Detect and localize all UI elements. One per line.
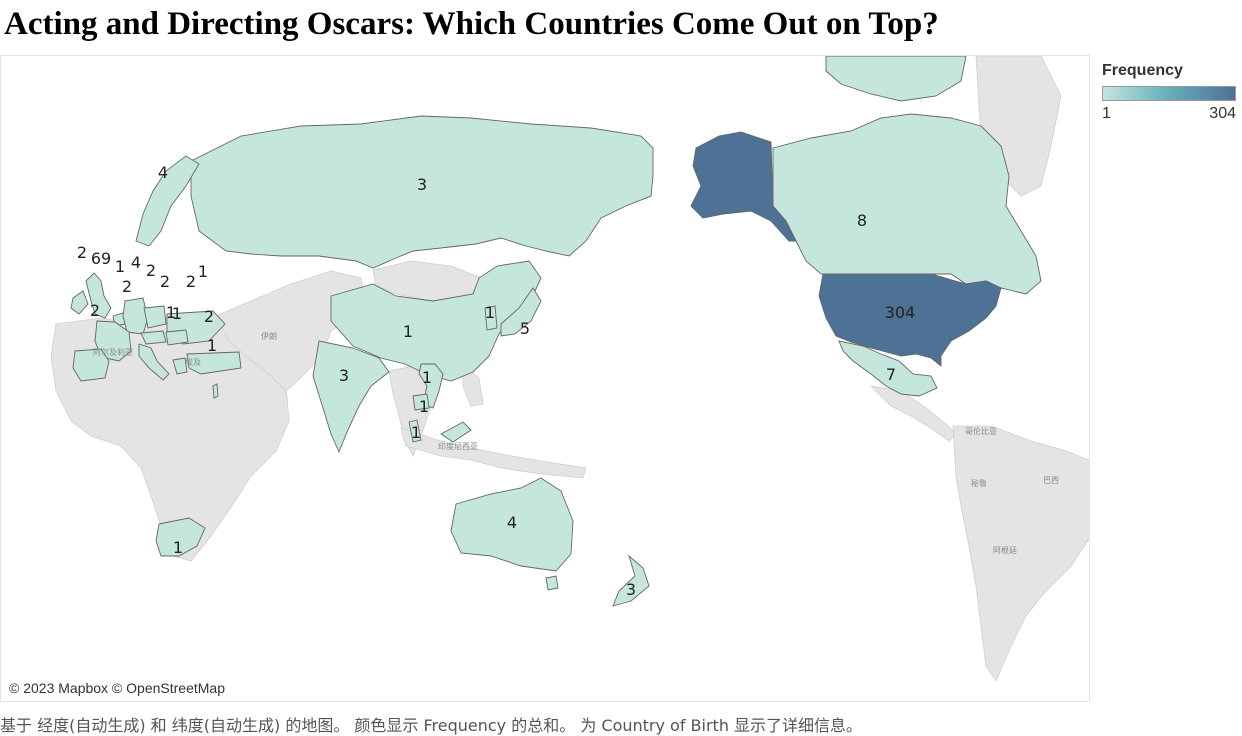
basemap-label-egypt: 埃及: [185, 357, 201, 367]
country-united-states[interactable]: [818, 273, 1002, 367]
basemap-label-indonesia: 印度尼西亚: [438, 441, 478, 451]
value-label-united-kingdom: 69: [91, 249, 111, 268]
country-cambodia[interactable]: [412, 393, 430, 411]
basemap-label-argentina: 阿根廷: [993, 545, 1017, 555]
value-label-hungary: 2: [186, 272, 196, 291]
country-germany[interactable]: [122, 297, 149, 335]
value-label-russia: 3: [417, 175, 427, 194]
map-attribution[interactable]: © 2023 Mapbox © OpenStreetMap: [5, 679, 229, 697]
value-label-ukraine: 1: [198, 262, 208, 281]
country-india[interactable]: [312, 340, 390, 454]
value-label-austria: 2: [160, 272, 170, 291]
basemap-label-colombia: 哥伦比亚: [965, 426, 997, 436]
value-label-south-korea: 1: [485, 303, 495, 322]
country-spain[interactable]: [72, 348, 110, 382]
value-label-australia: 4: [507, 513, 517, 532]
country-united-states-alaska[interactable]: [690, 131, 797, 242]
country-south-africa[interactable]: [155, 517, 206, 557]
country-france[interactable]: [94, 320, 132, 362]
country-austria[interactable]: [140, 330, 167, 345]
value-label-mexico: 7: [886, 365, 896, 384]
value-label-israel: 1: [207, 336, 217, 355]
country-greece[interactable]: [172, 357, 188, 375]
value-label-ireland: 2: [77, 243, 87, 262]
country-south-korea[interactable]: [484, 305, 498, 331]
country-poland[interactable]: [143, 305, 167, 329]
basemap-label-iran: 伊朗: [261, 331, 277, 341]
basemap-land: [50, 56, 1089, 682]
country-norway[interactable]: [135, 155, 200, 247]
value-label-france: 2: [122, 277, 132, 296]
map-canvas[interactable]: 阿尔及利亚 埃及 伊朗 印度尼西亚 哥伦比亚 秘鲁 巴西 阿根廷 3 4 69 …: [1, 56, 1090, 702]
value-label-cambodia: 1: [419, 397, 429, 416]
value-label-turkey: 2: [204, 307, 214, 326]
value-label-south-africa: 1: [173, 538, 183, 557]
basemap-label-peru: 秘鲁: [971, 478, 987, 488]
country-japan[interactable]: [500, 287, 542, 337]
country-mexico[interactable]: [838, 340, 938, 397]
map-caption: 基于 经度(自动生成) 和 纬度(自动生成) 的地图。 颜色显示 Frequen…: [0, 716, 863, 735]
legend-range: 1 304: [1102, 105, 1236, 123]
legend-max-label: 304: [1209, 105, 1236, 122]
country-russia[interactable]: [190, 115, 654, 269]
country-turkey[interactable]: [186, 351, 242, 375]
chart-title: Acting and Directing Oscars: Which Count…: [4, 6, 939, 42]
country-israel[interactable]: [212, 383, 219, 399]
country-italy[interactable]: [138, 343, 170, 381]
value-label-malaysia: 1: [411, 423, 421, 442]
map-view[interactable]: 阿尔及利亚 埃及 伊朗 印度尼西亚 哥伦比亚 秘鲁 巴西 阿根廷 3 4 69 …: [0, 55, 1090, 702]
value-label-vietnam: 1: [422, 368, 432, 387]
country-ireland[interactable]: [70, 290, 89, 315]
country-australia[interactable]: [450, 477, 574, 572]
value-label-italy: 1: [166, 303, 176, 322]
value-label-germany: 4: [131, 253, 141, 272]
country-new-zealand[interactable]: [612, 554, 650, 607]
country-malaysia[interactable]: [408, 419, 422, 443]
legend-min-label: 1: [1102, 105, 1111, 122]
country-tasmania[interactable]: [545, 575, 559, 591]
country-canada[interactable]: [772, 113, 1042, 295]
basemap-label-algeria: 阿尔及利亚: [93, 347, 133, 357]
value-label-canada: 8: [857, 211, 867, 230]
country-united-kingdom[interactable]: [85, 272, 112, 319]
country-hungary[interactable]: [165, 329, 189, 346]
basemap-label-brazil: 巴西: [1043, 476, 1059, 485]
value-label-greece: 1: [172, 304, 182, 323]
value-label-india: 3: [339, 366, 349, 385]
legend-title: Frequency: [1102, 62, 1183, 79]
value-label-norway: 4: [158, 163, 168, 182]
country-canada-islands[interactable]: [825, 56, 967, 102]
value-label-japan: 5: [520, 319, 530, 338]
value-label-spain: 2: [90, 301, 100, 320]
value-label-belgium: 1: [115, 257, 125, 276]
value-label-china: 1: [403, 322, 413, 341]
value-label-poland: 2: [146, 261, 156, 280]
legend-gradient-bar: [1102, 86, 1236, 101]
country-malaysia-east[interactable]: [440, 421, 472, 443]
color-legend: Frequency 1 304: [1102, 62, 1238, 123]
value-label-united-states: 304: [885, 303, 916, 322]
value-label-new-zealand: 3: [626, 580, 636, 599]
